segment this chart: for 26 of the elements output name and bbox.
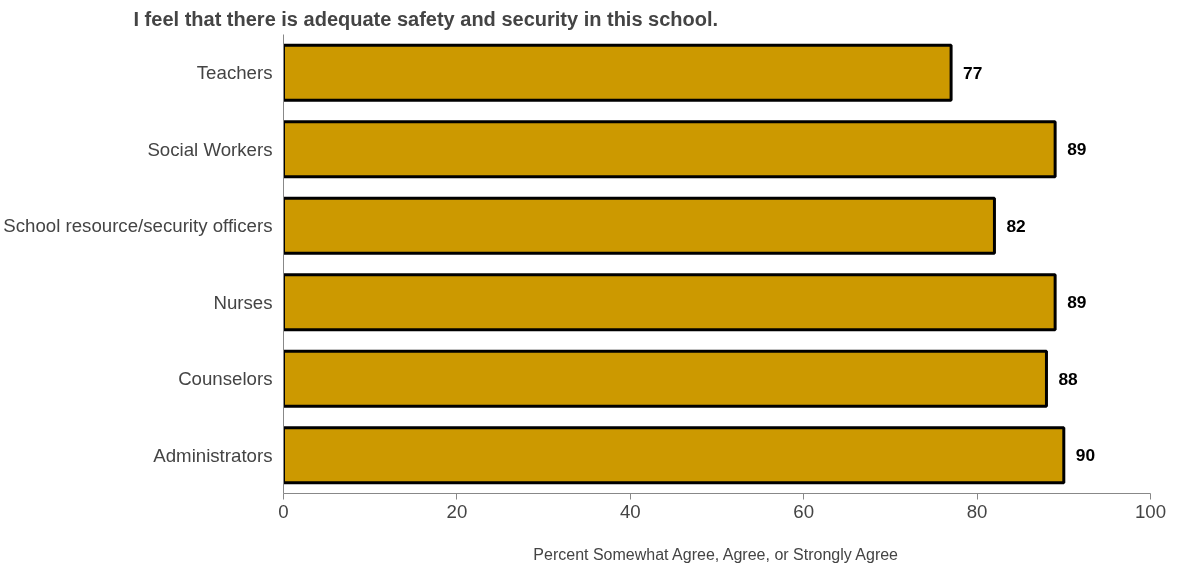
x-tick-label: 60 — [793, 500, 815, 522]
y-tick-label: Teachers — [196, 62, 273, 84]
y-tick-label: Nurses — [213, 291, 273, 313]
x-tick-label: 40 — [619, 500, 641, 522]
y-tick-label: Counselors — [178, 368, 273, 390]
x-tick-label: 20 — [446, 500, 468, 522]
data-label: 90 — [1075, 445, 1096, 466]
bar — [283, 426, 1066, 485]
chart-title: I feel that there is adequate safety and security in this school. — [133, 7, 719, 30]
x-tick-label: 80 — [966, 500, 988, 522]
bar — [283, 273, 1057, 332]
y-tick-label: Administrators — [153, 444, 273, 466]
data-label: 82 — [1006, 215, 1026, 236]
data-label: 77 — [963, 62, 983, 83]
data-label: 89 — [1067, 292, 1087, 313]
bar — [283, 43, 953, 102]
data-label: 89 — [1067, 139, 1087, 160]
bar — [283, 196, 996, 255]
x-tick-label: 0 — [278, 500, 289, 522]
bar — [283, 349, 1048, 408]
x-axis-title: Percent Somewhat Agree, Agree, or Strongly Agree — [533, 545, 899, 563]
bar — [283, 120, 1057, 179]
data-label: 88 — [1058, 368, 1079, 389]
y-tick-label: Social Workers — [147, 138, 273, 160]
y-tick-label: School resource/security officers — [3, 215, 273, 237]
x-tick-label: 100 — [1134, 500, 1167, 522]
